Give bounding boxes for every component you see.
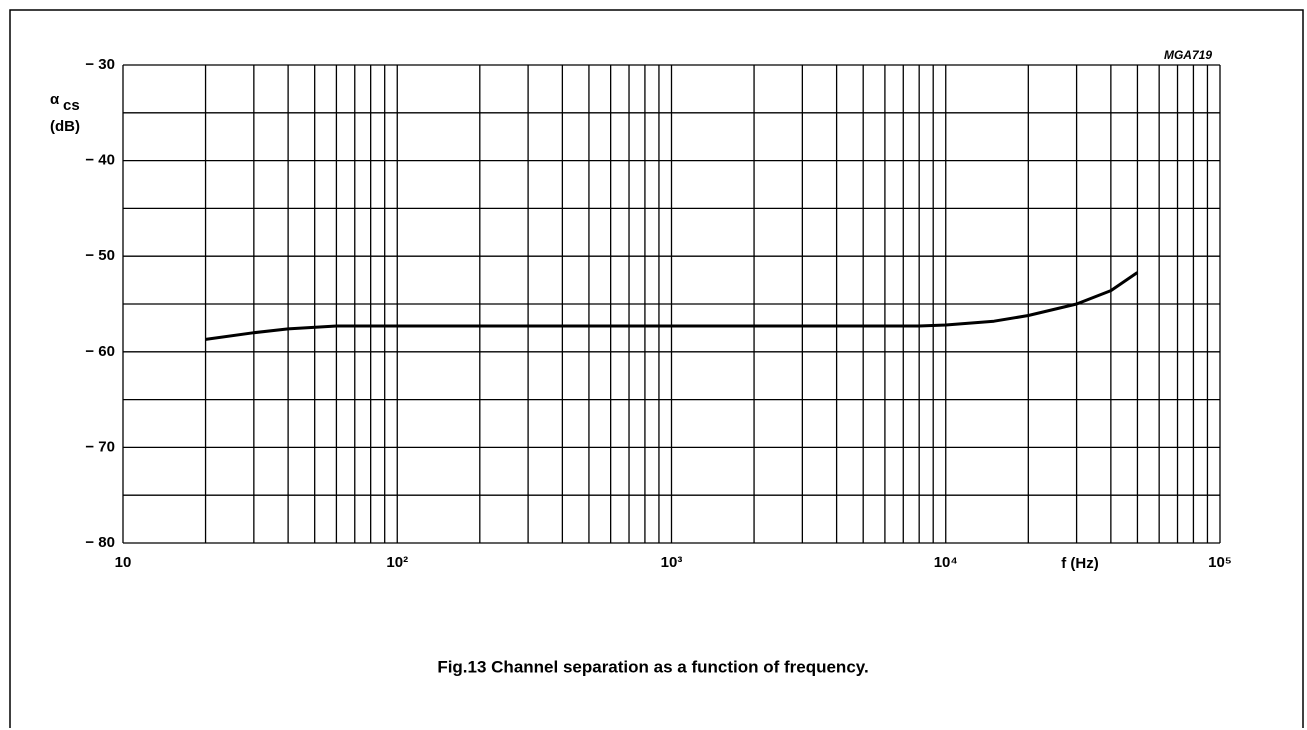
y-label-subscript: cs — [63, 97, 80, 114]
y-tick-label: − 40 — [85, 152, 115, 169]
y-tick-label: − 60 — [85, 343, 115, 360]
x-tick-label: 10² — [386, 554, 408, 571]
y-tick-label: − 50 — [85, 247, 115, 264]
caption: Fig.13 Channel separation as a function … — [437, 657, 868, 676]
x-tick-label: 10⁵ — [1208, 554, 1232, 571]
y-label-unit: (dB) — [50, 118, 80, 135]
y-label-symbol: α — [50, 91, 60, 108]
y-tick-label: − 80 — [85, 534, 115, 551]
data-line — [205, 271, 1139, 341]
y-tick-label: − 70 — [85, 438, 115, 455]
x-tick-label: 10 — [115, 554, 132, 571]
y-tick-label: − 30 — [85, 56, 115, 73]
x-tick-label: 10⁴ — [934, 554, 958, 571]
figure-code: MGA719 — [1164, 48, 1212, 62]
frame — [9, 9, 1304, 728]
x-tick-label: 10³ — [661, 554, 683, 571]
x-label: f (Hz) — [1061, 555, 1099, 572]
